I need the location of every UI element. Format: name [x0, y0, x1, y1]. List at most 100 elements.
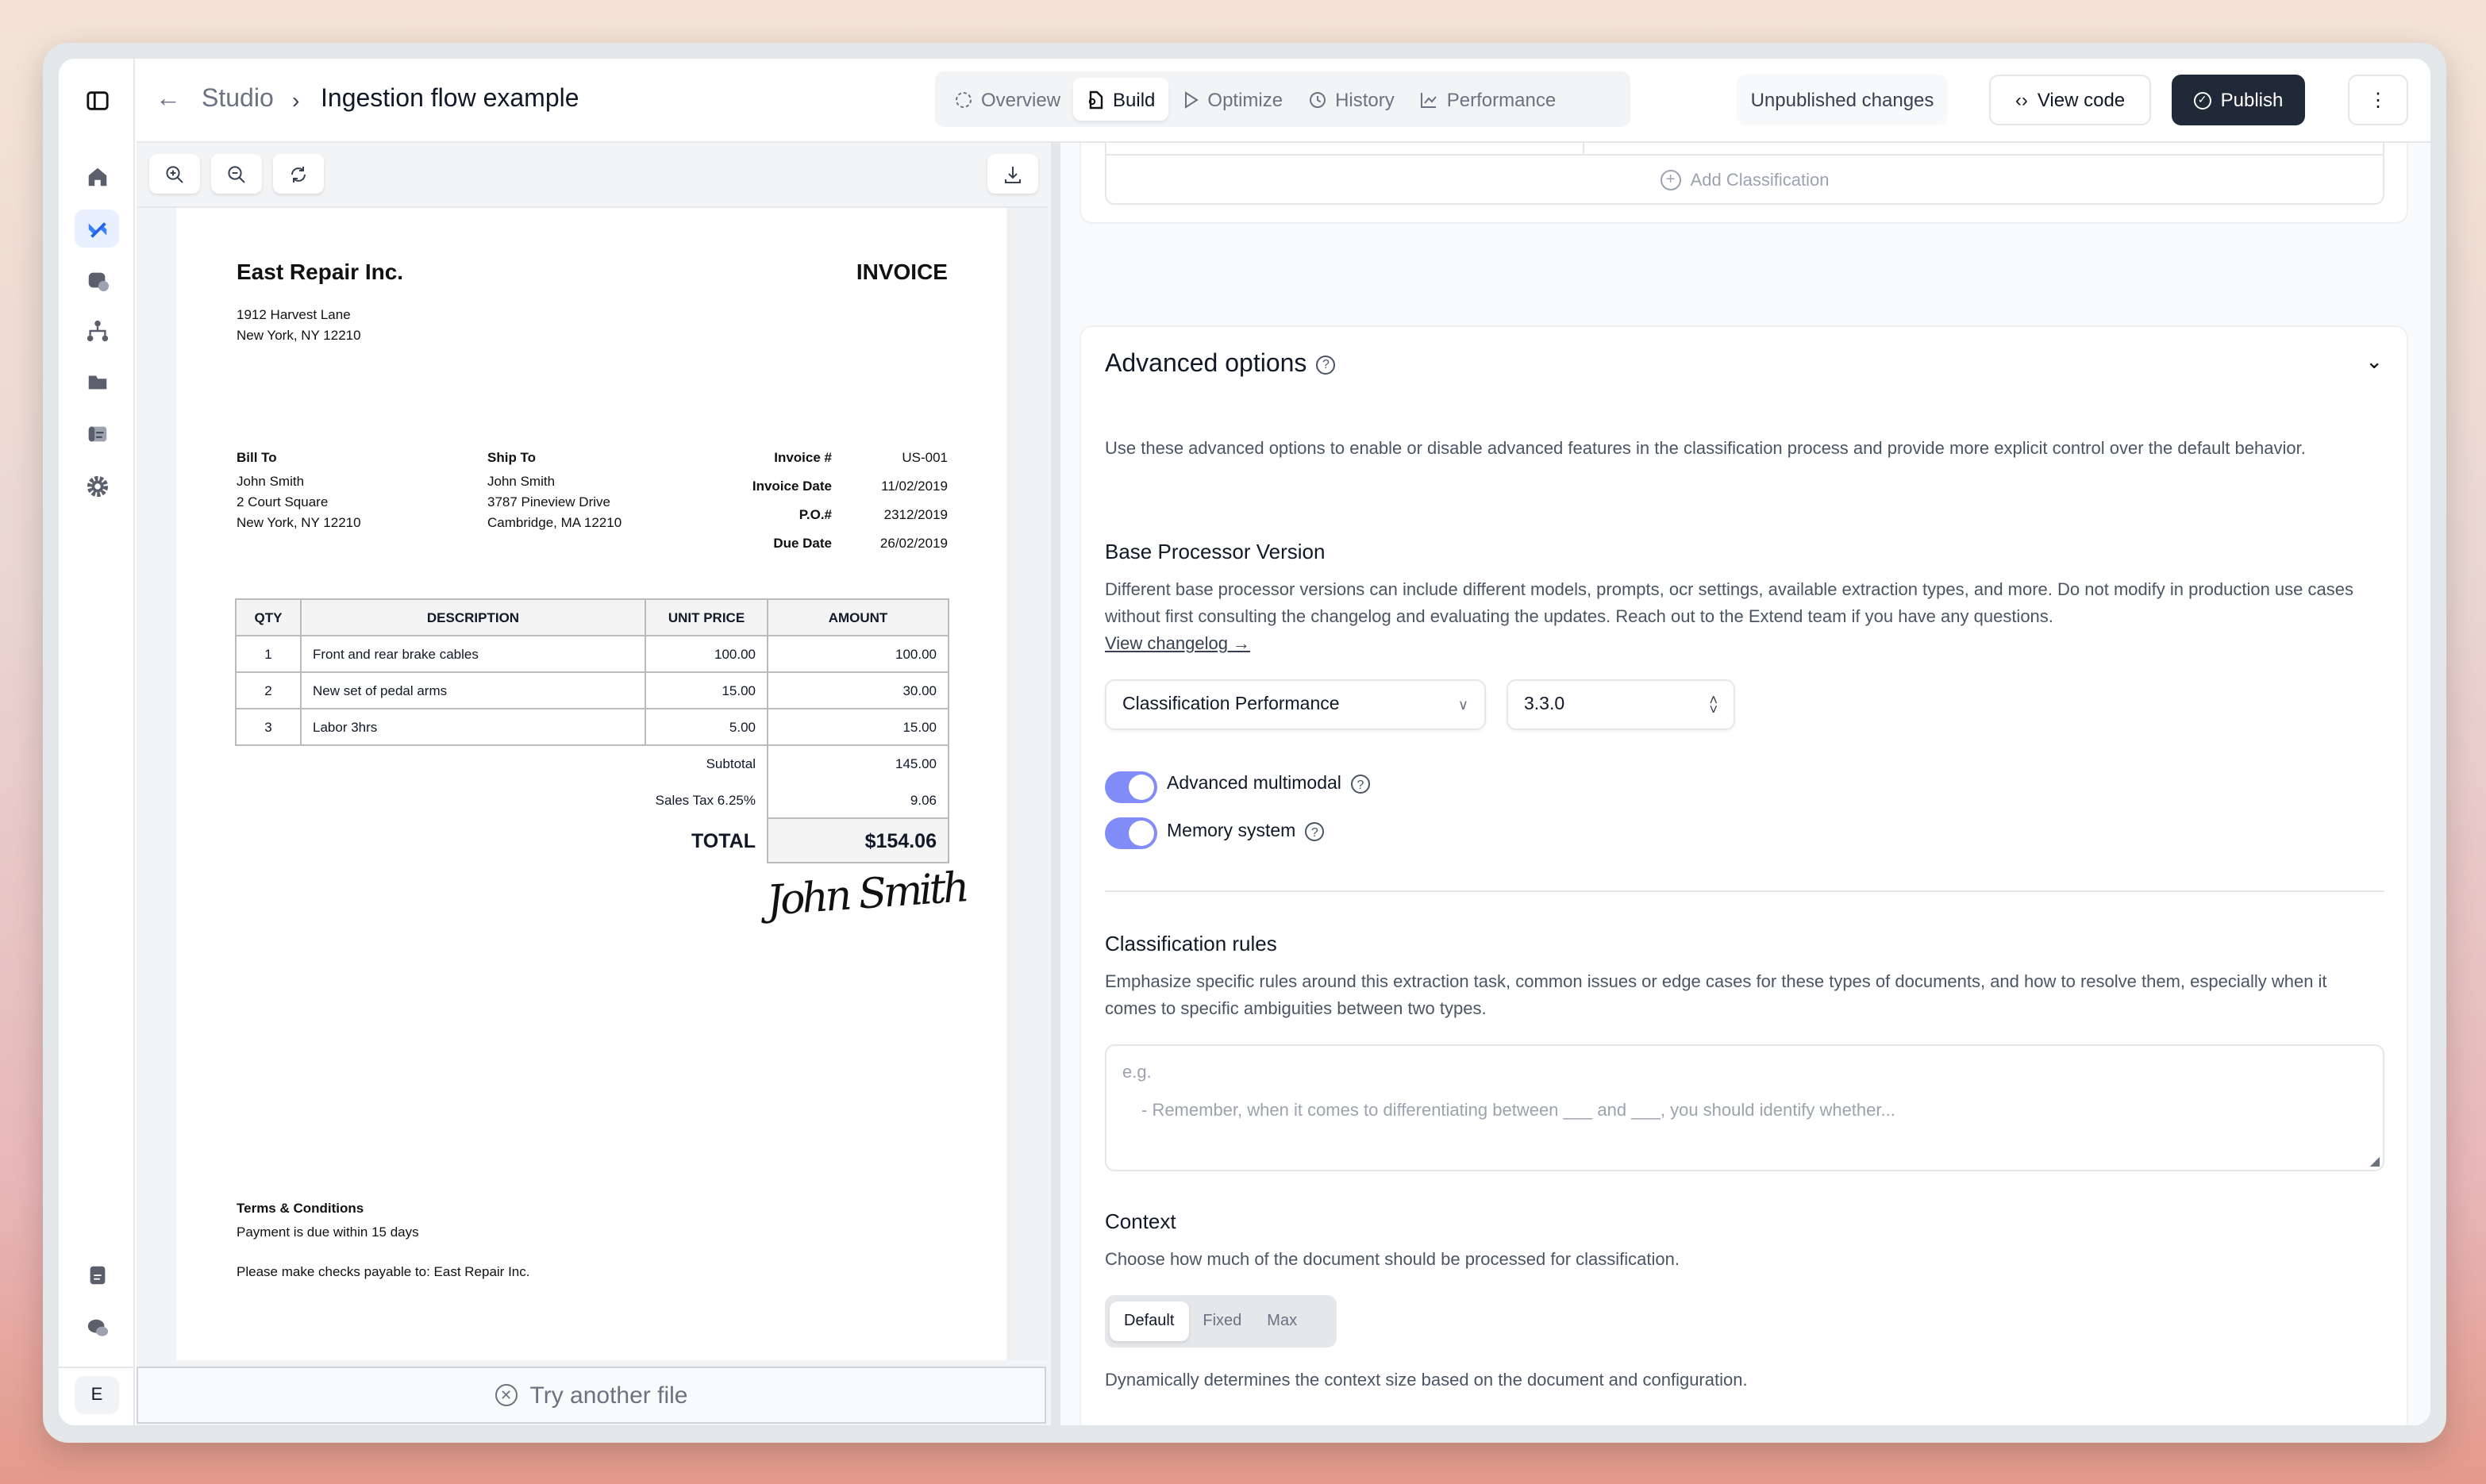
version-value: 3.3.0 — [1524, 695, 1565, 714]
back-arrow-icon[interactable]: ← — [156, 86, 181, 113]
plus-circle-icon: + — [1660, 170, 1681, 190]
cell: 2 — [235, 671, 302, 709]
table-row: 3 Labor 3hrs 5.00 15.00 — [235, 708, 949, 746]
user-avatar[interactable]: E — [75, 1376, 119, 1414]
advanced-options-card: Advanced options? ⌄ Use these advanced o… — [1079, 325, 2408, 1425]
memory-system-label: Memory system? — [1167, 822, 1325, 842]
tab-performance[interactable]: Performance — [1407, 78, 1568, 121]
tab-build[interactable]: Build — [1073, 78, 1168, 121]
tab-label: Build — [1113, 88, 1156, 110]
chat-icon[interactable] — [75, 1308, 119, 1346]
publish-label: Publish — [2220, 89, 2284, 111]
try-another-file-button[interactable]: ✕ Try another file — [137, 1367, 1046, 1424]
company-name: East Repair Inc. — [237, 259, 404, 284]
context-title: Context — [1105, 1209, 1176, 1233]
cell: New set of pedal arms — [300, 671, 646, 709]
meta-value: 11/02/2019 — [881, 478, 948, 494]
view-code-button[interactable]: ‹› View code — [1989, 75, 2151, 125]
context-option-fixed[interactable]: Fixed — [1203, 1313, 1242, 1330]
invoice-title: INVOICE — [856, 259, 948, 284]
view-code-label: View code — [2037, 89, 2126, 111]
advanced-multimodal-toggle[interactable] — [1105, 771, 1157, 803]
database-check-icon[interactable] — [75, 260, 119, 298]
context-option-default[interactable]: Default — [1110, 1301, 1189, 1341]
ship-to-name: John Smith — [487, 473, 556, 489]
scrollbar[interactable] — [1008, 208, 1048, 1360]
tab-overview[interactable]: Overview — [941, 78, 1073, 121]
more-options-button[interactable]: ⋮ — [2348, 75, 2408, 125]
total-label: TOTAL — [236, 818, 768, 863]
zoom-in-button[interactable] — [149, 154, 200, 194]
help-icon[interactable]: ? — [1305, 822, 1325, 841]
home-icon[interactable] — [75, 157, 119, 195]
workflow-icon[interactable] — [75, 311, 119, 349]
line-items-table: QTY DESCRIPTION UNIT PRICE AMOUNT 1 Front an… — [235, 598, 949, 863]
settings-icon[interactable] — [75, 467, 119, 505]
chevron-down-icon[interactable]: ⌄ — [2365, 349, 2383, 373]
docs-icon[interactable] — [75, 1255, 119, 1294]
terms-line: Payment is due within 15 days — [237, 1224, 419, 1240]
table-row: 1 Front and rear brake cables 100.00 100.00 — [235, 635, 949, 673]
meta-value: 2312/2019 — [883, 506, 948, 522]
bill-to-name: John Smith — [237, 473, 305, 489]
context-segmented-control: Default Fixed Max — [1105, 1295, 1337, 1348]
meta-value: 26/02/2019 — [879, 535, 948, 551]
advanced-options-title[interactable]: Advanced options? — [1105, 351, 1336, 379]
tab-label: Optimize — [1207, 88, 1283, 110]
zoom-out-button[interactable] — [211, 154, 262, 194]
context-option-max[interactable]: Max — [1267, 1313, 1298, 1330]
column-header: DESCRIPTION — [300, 598, 646, 636]
cell: 100.00 — [767, 635, 949, 673]
company-address: New York, NY 12210 — [237, 327, 361, 343]
file-cog-icon — [1088, 90, 1103, 109]
panel-toggle-icon[interactable] — [75, 81, 119, 119]
add-classification-button[interactable]: + Add Classification — [1105, 156, 2384, 205]
play-icon — [1184, 90, 1199, 108]
toggle-label: Memory system — [1167, 822, 1296, 842]
tab-optimize[interactable]: Optimize — [1168, 78, 1295, 121]
cell: 15.00 — [645, 671, 768, 709]
build-icon[interactable] — [75, 210, 119, 248]
invoice-page: East Repair Inc. INVOICE 1912 Harvest La… — [176, 208, 1006, 1360]
meta-value: US-001 — [902, 449, 948, 465]
resize-handle-icon[interactable]: ◢ — [2369, 1154, 2380, 1168]
rotate-button[interactable] — [273, 154, 324, 194]
help-icon[interactable]: ? — [1316, 355, 1336, 375]
breadcrumb-studio[interactable]: Studio — [202, 86, 274, 113]
document-viewer-pane: East Repair Inc. INVOICE 1912 Harvest La… — [137, 143, 1051, 1425]
ship-to-line: Cambridge, MA 12210 — [487, 514, 622, 530]
status-text: Unpublished changes — [1750, 89, 1934, 111]
history-icon — [1310, 91, 1326, 107]
zoom-out-icon — [228, 165, 245, 183]
processor-select[interactable]: Classification Performance ∨ — [1105, 679, 1486, 730]
classifications-card: + Add Classification — [1079, 143, 2408, 224]
divider — [1105, 890, 2384, 892]
table-row: 2 New set of pedal arms 15.00 30.00 — [235, 671, 949, 709]
avatar-initial: E — [90, 1386, 103, 1405]
bill-to-line: 2 Court Square — [237, 494, 329, 509]
folder-icon[interactable] — [75, 362, 119, 400]
chevron-down-icon: ∨ — [1457, 696, 1468, 712]
tab-bar: Overview Build Optimize History Performa… — [935, 71, 1630, 127]
context-note: Dynamically determines the context size … — [1105, 1371, 1748, 1390]
classification-rules-textarea[interactable]: e.g. - Remember, when it comes to differ… — [1105, 1044, 2384, 1171]
pane-resize-handle[interactable] — [1051, 143, 1060, 1425]
meta-key: Invoice Date — [752, 478, 832, 494]
tab-history[interactable]: History — [1295, 78, 1407, 121]
cell: 3 — [235, 708, 302, 746]
subtotal-label: Subtotal — [236, 745, 768, 782]
config-pane: + Add Classification Advanced options? ⌄ … — [1060, 143, 2430, 1425]
view-changelog-link[interactable]: View changelog → — [1105, 635, 1251, 654]
bill-to-label: Bill To — [237, 449, 277, 465]
classification-rules-description: Emphasize specific rules around this ext… — [1105, 973, 2327, 1019]
help-icon[interactable]: ? — [1350, 775, 1370, 794]
classification-rules-title: Classification rules — [1105, 932, 1277, 955]
logs-icon[interactable] — [75, 414, 119, 452]
download-button[interactable] — [987, 154, 1038, 194]
version-select[interactable]: 3.3.0 ˄ ˅ — [1507, 679, 1735, 730]
chevron-right-icon: › — [292, 87, 300, 113]
cell: Front and rear brake cables — [300, 635, 646, 673]
ship-to-label: Ship To — [487, 449, 537, 465]
memory-system-toggle[interactable] — [1105, 817, 1157, 849]
publish-button[interactable]: ✓ Publish — [2172, 75, 2305, 125]
